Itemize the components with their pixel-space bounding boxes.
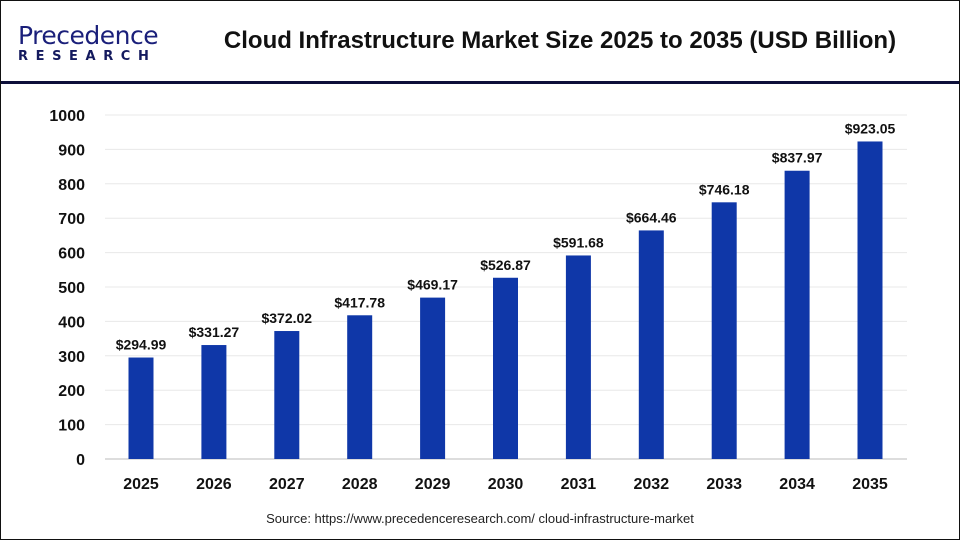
- logo-line2: RESEARCH: [18, 49, 157, 64]
- bar: [493, 277, 518, 459]
- bar: [201, 345, 227, 459]
- x-tick-label: 2034: [779, 476, 815, 493]
- bar: [857, 141, 883, 459]
- x-tick-label: 2035: [852, 476, 888, 493]
- bar: [784, 170, 810, 459]
- precedence-research-logo: Precedence RESEARCH: [18, 21, 159, 65]
- data-label: $923.05: [845, 120, 896, 136]
- header-divider: [1, 81, 959, 84]
- y-tick-label: 600: [58, 246, 85, 263]
- x-tick-label: 2026: [196, 476, 232, 493]
- data-label: $591.68: [553, 234, 604, 250]
- y-tick-label: 900: [58, 142, 85, 159]
- data-label: $469.17: [407, 277, 458, 293]
- bar: [274, 331, 300, 459]
- bar: [420, 297, 446, 459]
- y-tick-label: 400: [58, 314, 85, 331]
- data-label: $372.02: [261, 310, 312, 326]
- bar: [128, 357, 154, 459]
- y-tick-label: 800: [58, 177, 85, 194]
- y-tick-label: 0: [76, 452, 85, 469]
- y-tick-label: 500: [58, 280, 85, 297]
- bar: [347, 315, 373, 459]
- x-tick-label: 2025: [123, 476, 159, 493]
- y-tick-label: 700: [58, 211, 85, 228]
- x-tick-label: 2031: [561, 476, 597, 493]
- x-tick-label: 2030: [488, 476, 524, 493]
- data-label: $331.27: [189, 324, 240, 340]
- data-label: $526.87: [480, 257, 531, 273]
- y-tick-label: 100: [58, 418, 85, 435]
- x-tick-label: 2028: [342, 476, 378, 493]
- logo-line1: Precedence: [18, 21, 159, 50]
- data-label: $664.46: [626, 209, 677, 225]
- x-tick-label: 2029: [415, 476, 451, 493]
- data-label: $417.78: [334, 294, 385, 310]
- data-label: $837.97: [772, 150, 823, 166]
- chart-title: Cloud Infrastructure Market Size 2025 to…: [223, 27, 897, 54]
- x-tick-label: 2032: [634, 476, 670, 493]
- y-tick-label: 200: [58, 383, 85, 400]
- bar: [638, 230, 664, 459]
- bar: [711, 202, 737, 459]
- y-tick-label: 300: [58, 349, 85, 366]
- data-label: $294.99: [116, 337, 167, 353]
- y-tick-label: 1000: [49, 108, 85, 125]
- x-tick-label: 2033: [706, 476, 742, 493]
- x-tick-label: 2027: [269, 476, 305, 493]
- bar: [565, 255, 591, 459]
- source-note: Source: https://www.precedenceresearch.c…: [266, 511, 694, 526]
- data-label: $746.18: [699, 181, 750, 197]
